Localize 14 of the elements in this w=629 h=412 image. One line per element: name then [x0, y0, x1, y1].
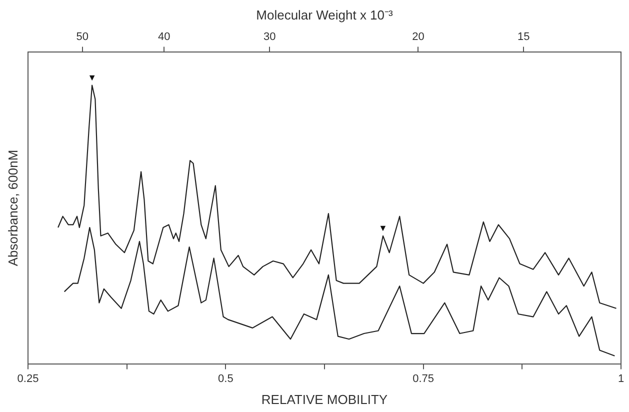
y-axis-title: Absorbance, 600nM — [6, 150, 21, 266]
x-tick-label: 0.75 — [412, 372, 434, 385]
x2-tick-label: 20 — [412, 31, 424, 44]
x-tick-label: 0.25 — [17, 372, 39, 385]
x2-axis-title: Molecular Weight x 10⁻³ — [256, 7, 394, 22]
annotation: ▼ — [88, 72, 97, 82]
annotation: ▼ — [378, 222, 388, 233]
x-tick-label: 1 — [618, 372, 624, 385]
x-axis-title: RELATIVE MOBILITY — [261, 392, 388, 407]
x-tick-label: 0.5 — [218, 372, 234, 385]
x2-tick-label: 30 — [263, 31, 276, 44]
x2-tick-label: 50 — [76, 31, 89, 44]
x2-tick-label: 40 — [158, 31, 170, 44]
x2-tick-label: 15 — [518, 31, 530, 44]
